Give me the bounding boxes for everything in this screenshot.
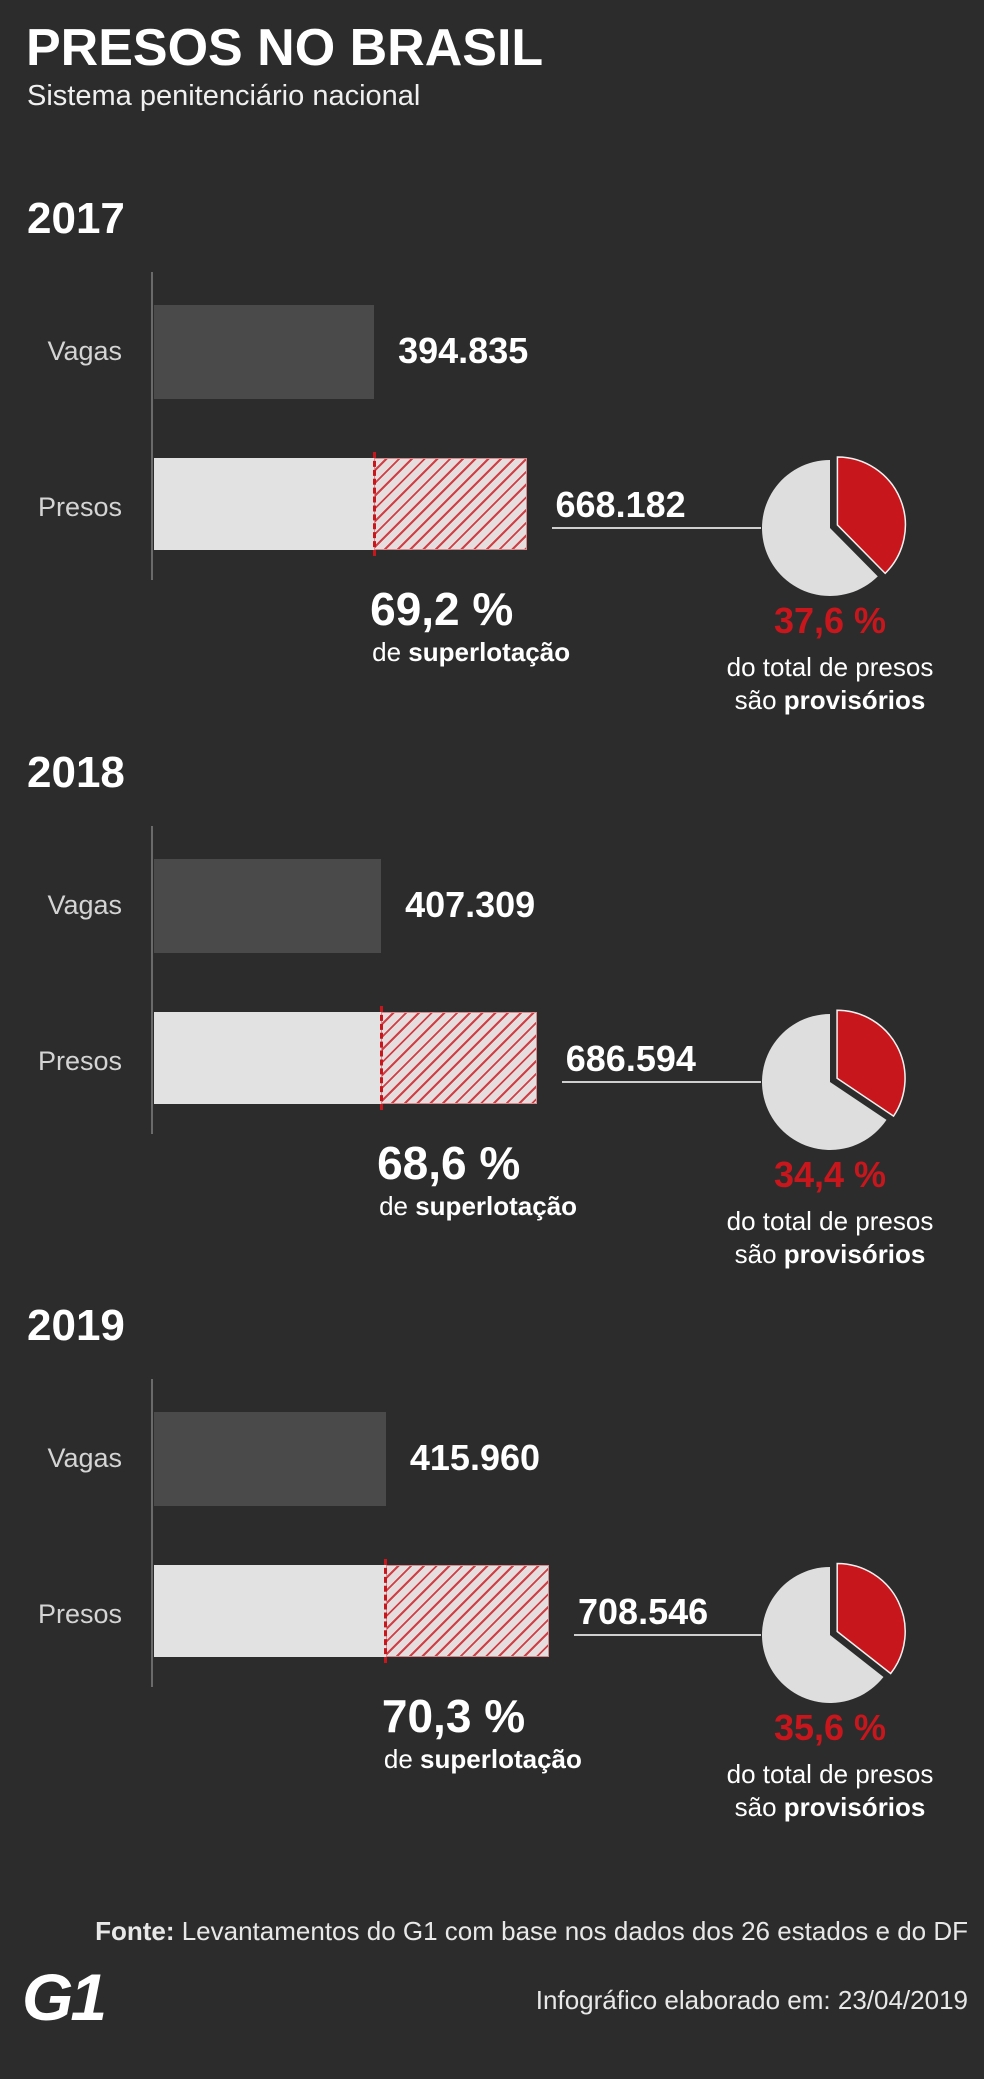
category-label-vagas: Vagas: [47, 1443, 122, 1473]
value-label-presos: 708.546: [578, 1591, 709, 1632]
axis-line: [151, 272, 153, 580]
category-label-presos: Presos: [37, 1599, 122, 1629]
pie-caption-line1: do total de presos: [726, 1759, 934, 1789]
caption-prefix: de: [372, 637, 402, 667]
category-label-vagas: Vagas: [47, 336, 122, 366]
page-title: PRESOS NO BRASIL: [26, 19, 544, 77]
year-section: 2018 Vagas 407.309 Presos 686.594 68,6 %…: [0, 749, 984, 1293]
pie-slice-rest: [762, 1014, 887, 1150]
pie-caption-line2: são provisórios: [680, 685, 980, 715]
overcrowding-caption: de superlotação: [372, 637, 570, 667]
pie-slice-provisorios: [836, 456, 907, 575]
year-label: 2019: [27, 1301, 125, 1350]
category-label-presos: Presos: [37, 1046, 122, 1076]
pie-caption-line2: são provisórios: [680, 1792, 980, 1822]
capacity-marker-line: [379, 1006, 383, 1110]
bar-vagas: [154, 1412, 386, 1506]
bar-vagas: [154, 305, 375, 399]
caption-bold: provisórios: [783, 685, 926, 715]
caption-bold: superlotação: [420, 1744, 582, 1774]
g1-logo: G1: [22, 1960, 107, 2034]
axis-line: [151, 826, 153, 1134]
overcrowding-hatch: [374, 458, 527, 550]
overcrowding-percent: 68,6 %: [377, 1137, 521, 1189]
year-section: 2017 Vagas 394.835 Presos 668.182 69,2 %…: [0, 195, 984, 739]
pie-slice-rest: [762, 460, 878, 596]
page-subtitle: Sistema penitenciário nacional: [27, 80, 421, 112]
overcrowding-caption: de superlotação: [384, 1744, 582, 1774]
leader-line: [551, 527, 761, 529]
value-label-vagas: 394.835: [398, 330, 529, 371]
value-label-vagas: 407.309: [405, 884, 536, 925]
provisional-percent: 34,4 %: [773, 1154, 887, 1195]
year-section: 2019 Vagas 415.960 Presos 708.546 70,3 %…: [0, 1302, 984, 1846]
caption-prefix: são: [734, 685, 777, 715]
pie-slice-provisorios: [836, 1562, 906, 1675]
provisional-pie-chart: [762, 456, 907, 596]
caption-prefix: são: [734, 1792, 777, 1822]
caption-bold: provisórios: [783, 1792, 926, 1822]
pie-slice-provisorios: [836, 1009, 906, 1118]
caption-prefix: são: [734, 1239, 777, 1269]
category-label-vagas: Vagas: [47, 890, 122, 920]
capacity-marker-line: [372, 452, 376, 556]
pie-caption-line1: do total de presos: [726, 1206, 934, 1236]
source-label: Fonte:: [95, 1916, 175, 1946]
value-label-vagas: 415.960: [409, 1437, 541, 1478]
axis-line: [151, 1379, 153, 1687]
leader-line: [574, 1634, 761, 1636]
pie-caption-line1: do total de presos: [726, 652, 934, 682]
capacity-marker-line: [384, 1559, 388, 1663]
source-text: Levantamentos do G1 com base nos dados d…: [181, 1916, 968, 1946]
provisional-percent: 37,6 %: [773, 600, 887, 641]
year-label: 2018: [27, 748, 125, 797]
bar-vagas: [154, 859, 382, 953]
value-label-presos: 668.182: [555, 484, 686, 525]
caption-bold: superlotação: [415, 1191, 578, 1221]
overcrowding-hatch: [381, 1012, 537, 1104]
caption-prefix: de: [383, 1744, 413, 1774]
pie-caption-line2: são provisórios: [680, 1239, 980, 1269]
source-note: Fonte: Levantamentos do G1 com base nos …: [95, 1916, 968, 1946]
overcrowding-caption: de superlotação: [379, 1191, 577, 1221]
overcrowding-percent: 70,3 %: [381, 1690, 526, 1742]
publication-date: Infográfico elaborado em: 23/04/2019: [535, 1985, 968, 2015]
provisional-percent: 35,6 %: [773, 1707, 887, 1748]
overcrowding-percent: 69,2 %: [370, 583, 514, 635]
leader-line: [561, 1081, 761, 1083]
year-label: 2017: [27, 194, 125, 243]
value-label-presos: 686.594: [565, 1038, 696, 1079]
pie-slice-rest: [762, 1567, 884, 1703]
provisional-pie-chart: [762, 1009, 906, 1150]
provisional-pie-chart: [762, 1562, 906, 1703]
caption-bold: superlotação: [408, 637, 571, 667]
category-label-presos: Presos: [37, 492, 122, 522]
caption-bold: provisórios: [783, 1239, 926, 1269]
caption-prefix: de: [379, 1191, 408, 1221]
overcrowding-hatch: [385, 1565, 549, 1657]
